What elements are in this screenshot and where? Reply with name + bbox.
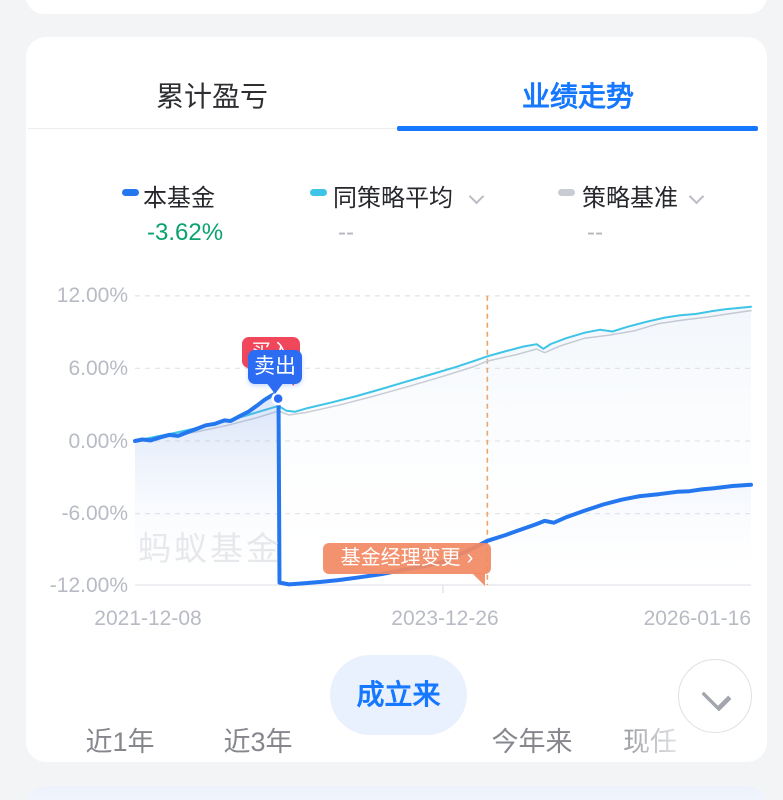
sell-marker-badge[interactable]: 卖出	[248, 350, 302, 384]
legend-dash-benchmark	[558, 189, 575, 196]
legend-value-benchmark: --	[587, 219, 603, 246]
manager-change-badge[interactable]: 基金经理变更 ›	[323, 543, 491, 574]
chevron-down-icon[interactable]	[470, 191, 483, 204]
range-ytd[interactable]: 今年来	[491, 727, 573, 757]
sell-marker-pointer	[266, 382, 284, 394]
x-tick-end: 2026-01-16	[643, 607, 751, 630]
arrow-right-icon: ›	[466, 547, 474, 569]
range-since-inception[interactable]: 成立来	[330, 655, 467, 735]
range-3y[interactable]: 近3年	[223, 727, 293, 757]
x-tick-mid: 2023-12-26	[391, 607, 499, 630]
legend-dash-fund	[122, 189, 139, 196]
y-tick: 0.00%	[68, 430, 128, 453]
y-tick: -12.00%	[49, 574, 128, 597]
previous-card-edge	[26, 0, 767, 14]
legend-label-fund: 本基金	[143, 185, 215, 212]
legend-dash-strategy-avg	[310, 189, 327, 196]
y-tick: -6.00%	[61, 502, 128, 525]
manager-change-pointer	[472, 573, 485, 586]
tab-performance-trend[interactable]: 业绩走势	[521, 81, 634, 112]
legend-value-fund: -3.62%	[147, 219, 224, 246]
chart-canvas	[133, 295, 753, 593]
chevron-down-icon[interactable]	[690, 191, 703, 204]
performance-card: 累计盈亏 业绩走势 本基金 -3.62% 同策略平均 -- 策略基准 -- 12…	[26, 37, 767, 762]
tab-cumulative-pnl[interactable]: 累计盈亏	[155, 81, 268, 112]
watermark: 蚂蚁基金	[138, 530, 282, 567]
range-1y[interactable]: 近1年	[85, 727, 155, 757]
legend-label-benchmark[interactable]: 策略基准	[582, 185, 678, 212]
y-tick: 6.00%	[68, 357, 128, 380]
expand-ranges-button[interactable]	[678, 659, 752, 733]
manager-change-label: 基金经理变更	[340, 547, 461, 569]
y-tick: 12.00%	[56, 284, 128, 307]
tab-divider	[28, 128, 397, 129]
legend-value-strategy-avg: --	[338, 219, 354, 246]
legend-label-strategy-avg[interactable]: 同策略平均	[333, 185, 453, 212]
next-card-edge	[26, 786, 767, 800]
performance-chart[interactable]: 12.00% 6.00% 0.00% -6.00% -12.00% 蚂蚁基金 买…	[26, 270, 767, 660]
active-tab-underline	[397, 126, 758, 131]
chevron-down-icon	[700, 682, 730, 704]
x-tick-start: 2021-12-08	[94, 607, 202, 630]
range-current-manager[interactable]: 现任	[623, 727, 677, 757]
